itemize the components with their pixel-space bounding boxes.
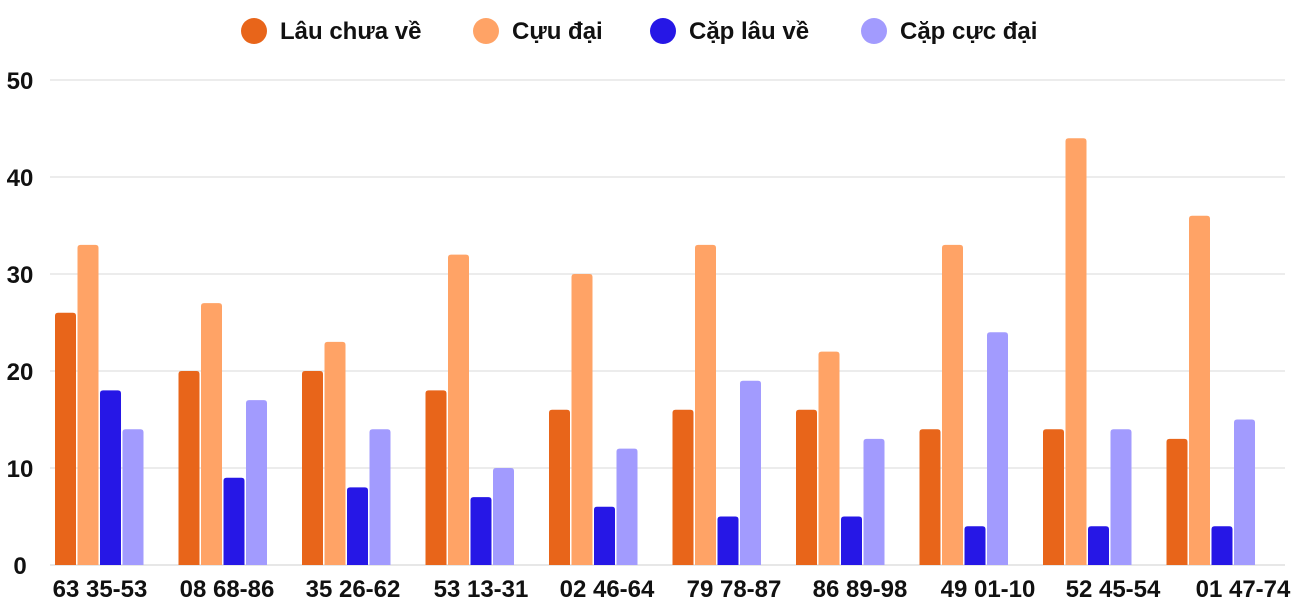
bar-3-2[interactable]	[223, 477, 245, 565]
bar-2-5[interactable]	[571, 274, 593, 565]
x-tick-label: 35 26-62	[306, 576, 401, 600]
bar-1-10[interactable]	[1166, 438, 1188, 565]
bar-1-2[interactable]	[178, 371, 200, 565]
bar-2-3[interactable]	[324, 341, 346, 565]
x-axis: 63 35-53 08 68-86 35 26-62 53 13-31 02 46-64…	[53, 576, 1291, 603]
bar-2-9[interactable]	[1065, 138, 1087, 565]
bar-2-7[interactable]	[818, 351, 840, 565]
bar-4-2[interactable]	[246, 400, 267, 565]
legend-item-3[interactable]: Cặp lâu về	[650, 18, 809, 45]
bar-4-8[interactable]	[987, 332, 1008, 565]
bar-3-4[interactable]	[470, 497, 492, 565]
bar-2-2[interactable]	[201, 303, 222, 565]
bar-3-7[interactable]	[841, 516, 862, 566]
y-tick-label: 20	[7, 359, 34, 386]
bar-2-6[interactable]	[695, 244, 716, 565]
y-tick-label: 40	[7, 165, 34, 192]
bar-1-5[interactable]	[549, 409, 570, 565]
y-tick-label: 0	[13, 553, 26, 580]
bar-1-1[interactable]	[55, 312, 76, 565]
bar-1-6[interactable]	[672, 409, 694, 565]
bar-1-8[interactable]	[919, 429, 941, 565]
bar-1-3[interactable]	[302, 371, 323, 565]
y-tick-label: 50	[7, 68, 34, 95]
x-tick-label: 53 13-31	[434, 576, 529, 600]
x-tick-label: 86 89-98	[813, 576, 908, 600]
bar-3-6[interactable]	[717, 516, 739, 566]
legend-item-2[interactable]: Cựu đại	[473, 18, 603, 45]
legend-label: Cặp cực đại	[900, 18, 1037, 45]
bar-4-6[interactable]	[740, 380, 761, 565]
y-axis: 0 10 20 30 40 50	[7, 68, 34, 580]
x-tick-label: 49 01-10	[941, 576, 1036, 600]
legend-swatch	[241, 18, 267, 44]
bar-2-1[interactable]	[77, 244, 99, 565]
legend-item-1[interactable]: Lâu chưa về	[241, 18, 421, 45]
x-tick-label: 08 68-86	[180, 576, 275, 600]
legend-swatch	[650, 18, 676, 44]
bars	[55, 138, 1255, 566]
bar-4-5[interactable]	[616, 448, 638, 565]
bar-1-9[interactable]	[1043, 429, 1064, 565]
bar-3-1[interactable]	[100, 390, 121, 565]
legend-item-4[interactable]: Cặp cực đại	[861, 18, 1037, 45]
y-tick-label: 30	[7, 262, 34, 289]
bar-2-10[interactable]	[1189, 215, 1210, 566]
y-tick-label: 10	[7, 456, 34, 483]
x-tick-label: 79 78-87	[687, 576, 782, 600]
bar-4-3[interactable]	[369, 429, 391, 565]
legend: Lâu chưa về Cựu đại Cặp lâu về Cặp cực đại	[241, 18, 1037, 45]
legend-swatch	[473, 18, 499, 44]
x-tick-label: 63 35-53	[53, 576, 148, 600]
x-tick-label: 52 45-54	[1066, 576, 1161, 600]
bar-4-4[interactable]	[493, 468, 514, 565]
bar-2-8[interactable]	[942, 244, 963, 565]
bar-3-9[interactable]	[1088, 526, 1109, 565]
x-tick-label: 01 47-74	[1196, 576, 1291, 600]
bar-3-8[interactable]	[964, 526, 986, 565]
bar-3-5[interactable]	[594, 506, 615, 565]
bar-3-10[interactable]	[1211, 526, 1233, 565]
bar-1-4[interactable]	[425, 390, 447, 565]
bar-4-7[interactable]	[863, 438, 885, 565]
bar-4-9[interactable]	[1110, 429, 1132, 565]
legend-label: Cựu đại	[512, 18, 603, 45]
x-tick-label: 02 46-64	[560, 576, 655, 600]
bar-4-10[interactable]	[1234, 419, 1255, 566]
bar-2-4[interactable]	[448, 254, 469, 565]
bar-3-3[interactable]	[347, 487, 368, 565]
bar-1-7[interactable]	[796, 409, 817, 565]
legend-swatch	[861, 18, 887, 44]
bar-4-1[interactable]	[122, 429, 144, 565]
legend-label: Lâu chưa về	[280, 18, 421, 45]
legend-label: Cặp lâu về	[689, 18, 809, 45]
